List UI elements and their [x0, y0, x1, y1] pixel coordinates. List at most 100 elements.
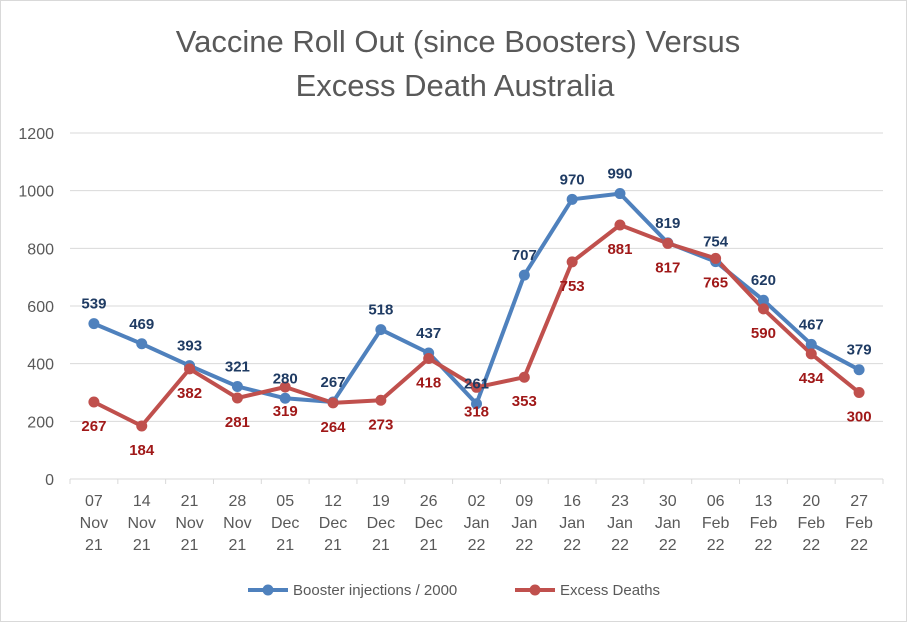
- data-label: 273: [368, 416, 393, 433]
- series-line-1: [93, 223, 861, 428]
- x-tick-label: Jan: [655, 515, 681, 532]
- data-label: 261: [464, 376, 489, 393]
- series-points: [88, 188, 865, 432]
- x-tick-label: 22: [850, 537, 868, 554]
- x-tick-label: Nov: [223, 515, 251, 532]
- data-label: 434: [799, 370, 825, 387]
- data-point[interactable]: [136, 338, 148, 350]
- data-label: 264: [321, 419, 347, 436]
- data-label: 393: [177, 338, 202, 355]
- x-tick-label: 21: [85, 537, 103, 554]
- legend-item-booster[interactable]: Booster injections / 2000: [248, 582, 457, 599]
- data-point[interactable]: [423, 352, 435, 364]
- legend-item-excess-deaths[interactable]: Excess Deaths: [515, 582, 660, 599]
- data-label: 970: [560, 171, 585, 188]
- data-label: 353: [512, 393, 537, 410]
- x-tick-label: 22: [707, 537, 725, 554]
- data-label: 753: [560, 278, 585, 295]
- data-label: 300: [847, 409, 872, 426]
- data-label: 754: [703, 234, 729, 251]
- data-point[interactable]: [279, 381, 291, 393]
- data-point[interactable]: [471, 381, 482, 393]
- data-point[interactable]: [757, 303, 769, 315]
- data-label: 379: [847, 342, 872, 359]
- x-tick-label: Jan: [607, 515, 633, 532]
- chart-title-line-1: Vaccine Roll Out (since Boosters) Versus: [176, 24, 741, 59]
- data-label: 267: [81, 418, 106, 435]
- x-tick-label: Jan: [464, 515, 490, 532]
- data-point[interactable]: [184, 363, 196, 375]
- data-label: 707: [512, 247, 537, 264]
- x-tick-label: 23: [611, 493, 629, 510]
- data-point[interactable]: [375, 394, 387, 406]
- data-point[interactable]: [279, 392, 291, 404]
- x-tick-label: 20: [802, 493, 820, 510]
- data-label: 184: [129, 442, 155, 459]
- x-tick-label: Dec: [367, 515, 395, 532]
- data-label: 281: [225, 414, 250, 431]
- x-tick-label: 21: [372, 537, 390, 554]
- legend[interactable]: Booster injections / 2000 Excess Deaths: [248, 582, 660, 599]
- data-labels: 539 469 393 321 280 267 518 437 261 707 970 990 819 7…: [81, 166, 871, 459]
- data-point[interactable]: [471, 398, 482, 410]
- x-tick-label: Jan: [511, 515, 537, 532]
- x-tick-label: Feb: [845, 515, 873, 532]
- data-label: 518: [368, 302, 393, 319]
- data-point[interactable]: [710, 252, 722, 264]
- x-tick-label: Feb: [797, 515, 825, 532]
- data-point[interactable]: [231, 380, 243, 392]
- data-label: 469: [129, 316, 154, 333]
- x-tick-label: 21: [133, 537, 151, 554]
- data-point[interactable]: [805, 348, 817, 360]
- data-point[interactable]: [614, 219, 626, 231]
- x-tick-label: 12: [324, 493, 342, 510]
- y-tick-label: 800: [27, 241, 54, 258]
- data-point[interactable]: [136, 420, 148, 432]
- x-tick-label: Nov: [80, 515, 108, 532]
- data-point[interactable]: [853, 364, 865, 376]
- x-tick-label: 30: [659, 493, 677, 510]
- x-tick-label: 09: [515, 493, 533, 510]
- data-label: 319: [273, 403, 298, 420]
- data-point[interactable]: [88, 396, 100, 408]
- y-axis: 0 200 400 600 800 1000 1200: [18, 126, 54, 489]
- x-tick-label: 13: [755, 493, 773, 510]
- data-label: 817: [655, 259, 680, 276]
- data-label: 539: [81, 296, 106, 313]
- data-label: 765: [703, 274, 728, 291]
- x-axis: 07 Nov 21 14 Nov 21 21 Nov 21 28 Nov 21 05 Dec 21 12 Dec…: [69, 479, 884, 554]
- x-tick-label: Dec: [414, 515, 442, 532]
- data-point[interactable]: [327, 397, 339, 409]
- x-tick-label: 22: [515, 537, 533, 554]
- gridlines: [70, 132, 883, 480]
- data-label: 881: [607, 241, 632, 258]
- data-point[interactable]: [518, 269, 530, 281]
- data-point[interactable]: [88, 318, 100, 330]
- x-tick-label: 05: [276, 493, 294, 510]
- x-tick-label: 06: [707, 493, 725, 510]
- data-point[interactable]: [757, 294, 769, 306]
- data-point[interactable]: [375, 324, 387, 336]
- data-point[interactable]: [853, 387, 865, 398]
- data-point[interactable]: [566, 193, 578, 205]
- data-label: 418: [416, 374, 441, 391]
- data-point[interactable]: [518, 371, 530, 383]
- data-label: 280: [273, 370, 298, 387]
- data-point[interactable]: [805, 338, 817, 350]
- data-point[interactable]: [614, 188, 626, 200]
- data-label: 382: [177, 385, 202, 402]
- data-point[interactable]: [231, 392, 243, 404]
- x-tick-label: 22: [468, 537, 486, 554]
- series-line-0: [93, 191, 861, 406]
- x-tick-label: 16: [563, 493, 581, 510]
- x-tick-label: 26: [420, 493, 438, 510]
- y-tick-label: 1200: [18, 126, 54, 143]
- x-tick-label: 22: [563, 537, 581, 554]
- x-tick-label: 21: [181, 493, 199, 510]
- data-point[interactable]: [566, 256, 578, 268]
- data-label: 467: [799, 316, 824, 333]
- x-tick-label: Nov: [128, 515, 156, 532]
- x-tick-label: 14: [133, 493, 151, 510]
- data-point[interactable]: [662, 237, 674, 249]
